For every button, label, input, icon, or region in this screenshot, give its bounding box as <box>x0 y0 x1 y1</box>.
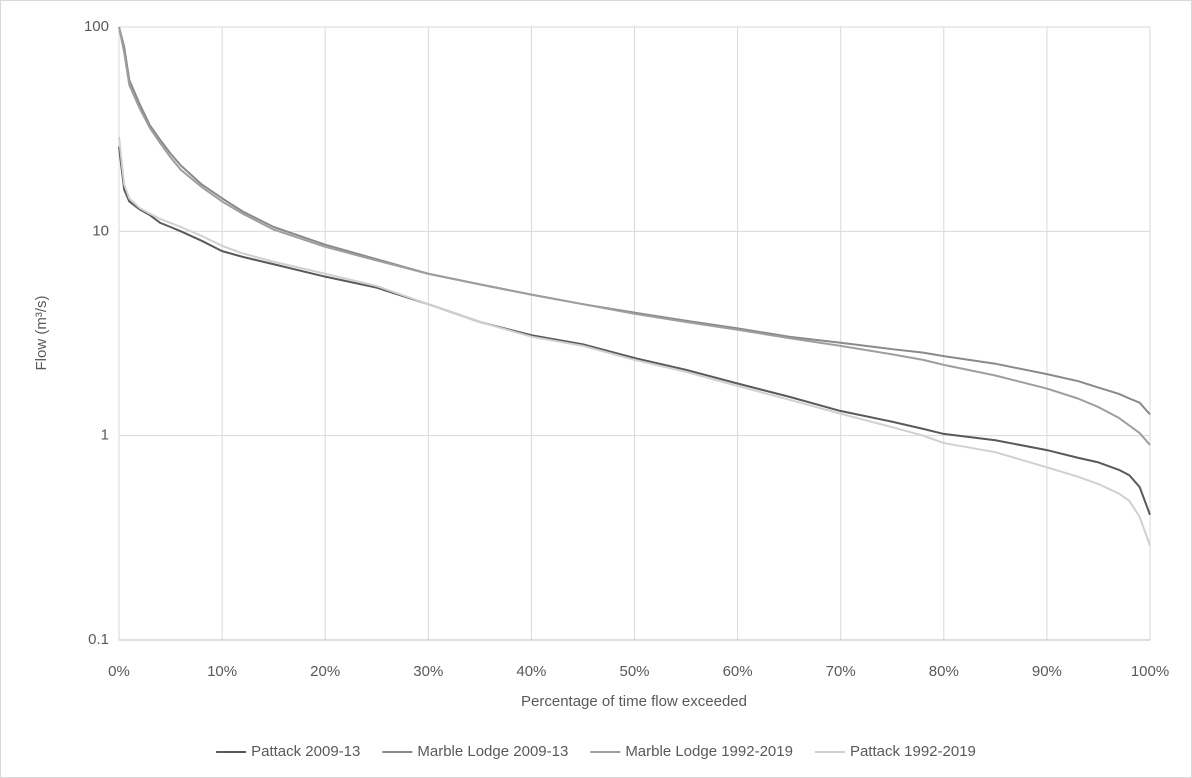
legend-label: Marble Lodge 1992-2019 <box>625 743 793 760</box>
x-tick-label: 90% <box>1032 663 1062 680</box>
y-tick-label: 10 <box>92 222 109 239</box>
x-tick-label: 80% <box>929 663 959 680</box>
x-tick-label: 60% <box>723 663 753 680</box>
x-tick-label: 70% <box>826 663 856 680</box>
x-tick-label: 0% <box>108 663 130 680</box>
legend-label: Pattack 1992-2019 <box>850 743 976 760</box>
line-series <box>118 146 1151 516</box>
y-tick-label: 0.1 <box>88 631 109 648</box>
y-axis-title: Flow (m³/s) <box>33 296 50 371</box>
x-tick-label: 30% <box>413 663 443 680</box>
legend-label: Marble Lodge 2009-13 <box>417 743 568 760</box>
y-tick-label: 1 <box>101 427 109 444</box>
line-series <box>118 26 1151 446</box>
x-axis-title: Percentage of time flow exceeded <box>521 693 747 710</box>
legend-label: Pattack 2009-13 <box>251 743 360 760</box>
x-tick-label: 50% <box>619 663 649 680</box>
x-tick-label: 20% <box>310 663 340 680</box>
y-tick-label: 100 <box>84 18 109 35</box>
line-series <box>118 136 1151 546</box>
x-tick-label: 10% <box>207 663 237 680</box>
x-tick-label: 40% <box>516 663 546 680</box>
x-tick-label: 100% <box>1131 663 1169 680</box>
